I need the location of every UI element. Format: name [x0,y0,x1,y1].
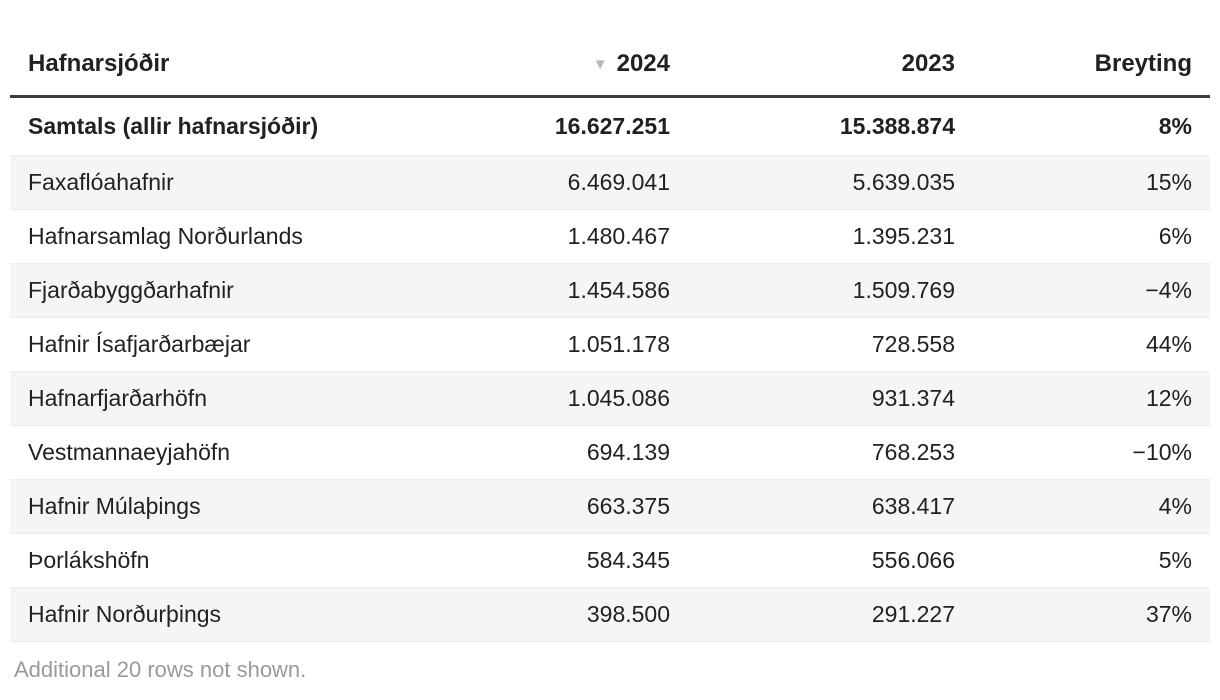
rows-not-shown-note: Additional 20 rows not shown. [14,657,307,682]
row-change-cell: 4% [973,479,1210,534]
row-name-cell: Fjarðabyggðarhafnir [10,263,450,318]
row-name-cell: Faxaflóahafnir [10,155,450,210]
table-row: Þorlákshöfn 584.345 556.066 5% [10,533,1210,588]
table-row: Hafnir Norðurþings 398.500 291.227 37% [10,587,1210,642]
table-row: Fjarðabyggðarhafnir 1.454.586 1.509.769 … [10,263,1210,318]
row-name-cell: Hafnir Norðurþings [10,587,450,642]
row-change-cell: 15% [973,155,1210,210]
row-change-cell: 44% [973,317,1210,372]
column-header-2024[interactable]: ▼ 2024 [450,38,688,98]
total-row: Samtals (allir hafnarsjóðir) 16.627.251 … [10,96,1210,156]
column-header-breyting[interactable]: Breyting [973,38,1210,98]
header-row: Hafnarsjóðir ▼ 2024 2023 Breyting [10,38,1210,98]
row-2023-cell: 768.253 [688,425,973,480]
row-change-cell: 5% [973,533,1210,588]
sort-desc-icon: ▼ [592,56,608,73]
harbor-funds-table: Hafnarsjóðir ▼ 2024 2023 Breyting Samtals… [10,38,1210,642]
row-2024-cell: 1.051.178 [450,317,688,372]
total-row-name: Samtals (allir hafnarsjóðir) [10,96,450,156]
total-row-2023-value: 15.388.874 [688,96,973,156]
row-name-cell: Hafnir Múlaþings [10,479,450,534]
table-row: Vestmannaeyjahöfn 694.139 768.253 −10% [10,425,1210,480]
row-name-cell: Þorlákshöfn [10,533,450,588]
row-change-cell: −10% [973,425,1210,480]
row-2023-cell: 728.558 [688,317,973,372]
row-2023-cell: 291.227 [688,587,973,642]
row-2024-cell: 694.139 [450,425,688,480]
table-row: Hafnir Múlaþings 663.375 638.417 4% [10,479,1210,534]
row-2024-cell: 1.045.086 [450,371,688,426]
row-change-cell: −4% [973,263,1210,318]
row-2024-cell: 1.454.586 [450,263,688,318]
row-2024-cell: 663.375 [450,479,688,534]
total-row-change-value: 8% [973,96,1210,156]
row-name-cell: Hafnir Ísafjarðarbæjar [10,317,450,372]
table-row: Faxaflóahafnir 6.469.041 5.639.035 15% [10,155,1210,210]
row-2023-cell: 1.509.769 [688,263,973,318]
row-2024-cell: 1.480.467 [450,209,688,264]
column-header-2023[interactable]: 2023 [688,38,973,98]
total-row-section: Samtals (allir hafnarsjóðir) 16.627.251 … [10,96,1210,156]
table-row: Hafnir Ísafjarðarbæjar 1.051.178 728.558… [10,317,1210,372]
row-2024-cell: 6.469.041 [450,155,688,210]
row-2024-cell: 398.500 [450,587,688,642]
row-change-cell: 12% [973,371,1210,426]
table-body: Faxaflóahafnir 6.469.041 5.639.035 15% H… [10,155,1210,642]
row-name-cell: Vestmannaeyjahöfn [10,425,450,480]
row-2023-cell: 1.395.231 [688,209,973,264]
row-name-cell: Hafnarsamlag Norðurlands [10,209,450,264]
row-2023-cell: 556.066 [688,533,973,588]
row-change-cell: 6% [973,209,1210,264]
row-2023-cell: 5.639.035 [688,155,973,210]
table-row: Hafnarfjarðarhöfn 1.045.086 931.374 12% [10,371,1210,426]
row-2023-cell: 931.374 [688,371,973,426]
row-name-cell: Hafnarfjarðarhöfn [10,371,450,426]
column-header-hafnarsjodir[interactable]: Hafnarsjóðir [10,38,450,98]
row-change-cell: 37% [973,587,1210,642]
table-row: Hafnarsamlag Norðurlands 1.480.467 1.395… [10,209,1210,264]
total-row-2024-value: 16.627.251 [450,96,688,156]
row-2024-cell: 584.345 [450,533,688,588]
column-header-2024-label: 2024 [616,50,670,77]
table-header: Hafnarsjóðir ▼ 2024 2023 Breyting [10,38,1210,98]
row-2023-cell: 638.417 [688,479,973,534]
